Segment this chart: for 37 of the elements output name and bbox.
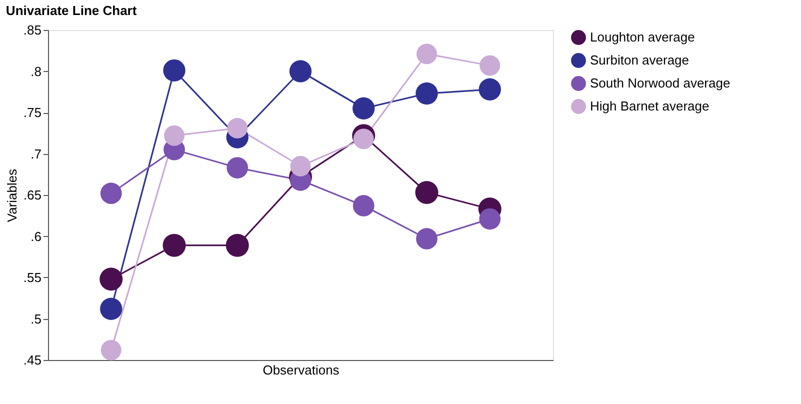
point: [227, 118, 248, 138]
point: [415, 181, 438, 204]
y-tick-label: .55: [23, 270, 42, 285]
y-tick-label: .5: [30, 311, 42, 326]
point: [478, 78, 501, 100]
point: [163, 59, 186, 82]
point: [352, 97, 375, 120]
y-tick-label: .45: [23, 352, 42, 368]
point: [416, 228, 438, 250]
y-tick-label: .6: [30, 228, 42, 244]
y-tick-label: .75: [23, 105, 42, 120]
x-axis-title: Observations: [262, 362, 340, 378]
legend-label: Loughton average: [590, 30, 695, 44]
point: [100, 182, 122, 204]
legend-label: Surbiton average: [590, 52, 690, 68]
point: [352, 195, 374, 216]
point: [164, 125, 184, 146]
point: [289, 60, 312, 82]
point: [162, 234, 186, 257]
chart-title: Univariate Line Chart: [6, 3, 138, 18]
point: [480, 55, 500, 76]
legend-label: High Barnet average: [590, 98, 710, 114]
point: [479, 208, 501, 230]
legend-label: South Norwood average: [590, 76, 730, 90]
y-axis-title: Variables: [4, 168, 20, 222]
point: [416, 82, 438, 105]
y-tick-label: .85: [23, 22, 42, 38]
y-tick-label: .8: [30, 64, 42, 79]
y-tick-label: .65: [23, 188, 42, 202]
point: [100, 298, 122, 320]
point: [416, 44, 437, 64]
point: [226, 234, 249, 257]
point: [353, 128, 374, 150]
point: [226, 157, 248, 178]
point: [100, 340, 122, 360]
y-tick-label: .7: [30, 146, 42, 162]
point: [100, 268, 123, 291]
